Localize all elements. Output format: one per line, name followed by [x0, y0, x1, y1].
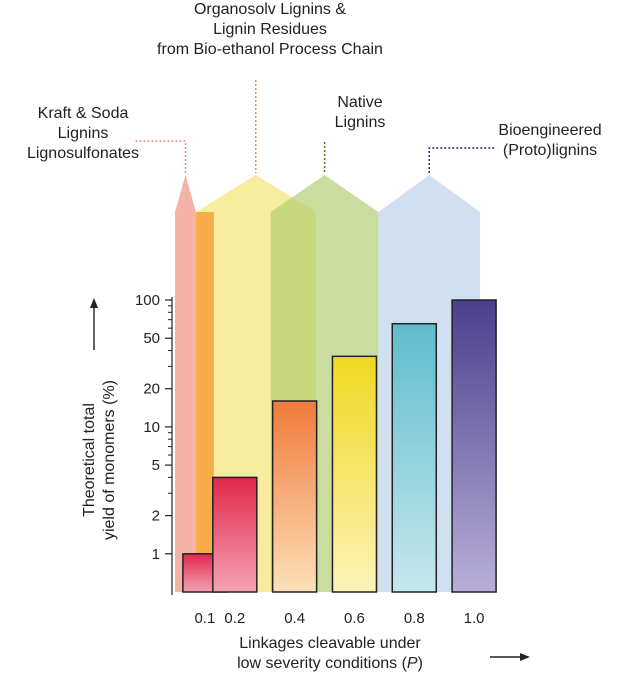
bar-1: [451, 299, 497, 593]
lignin-band-0: [175, 175, 196, 592]
y-tick-label-2: 2: [152, 508, 160, 525]
y-axis-arrow: [90, 298, 98, 350]
y-tick-label-5: 5: [152, 457, 160, 474]
x-axis-arrow: [490, 653, 530, 661]
bar-0.2: [212, 476, 258, 593]
bar-0.4: [271, 400, 318, 593]
x-axis-label-line-2: low severity conditions (P): [210, 654, 450, 674]
y-tick-label-50: 50: [143, 330, 160, 347]
x-axis-label-pre: low severity conditions (: [237, 655, 407, 672]
axes: 1 2 5 10 20 50 100 0.1 0.2 0.4 0.6 0.8 1.0: [90, 292, 530, 661]
bar-0.8: [391, 322, 438, 593]
label-bioengineered-lignins: Bioengineered (Proto)lignins: [498, 122, 602, 159]
x-axis-label-post: ): [417, 655, 423, 672]
label-kraft-soda-lignins: Kraft & Soda Lignins Lignosulfonates: [26, 105, 140, 162]
x-axis-label: Linkages cleavable under low severity co…: [210, 634, 450, 674]
y-tick-label-100: 100: [135, 292, 160, 309]
x-tick-label-0.1: 0.1: [194, 610, 215, 627]
label-organosolv-lignins: Organosolv Lignins & Lignin Residues fro…: [157, 1, 383, 58]
label-connectors: [135, 80, 495, 173]
x-tick-label-1: 1.0: [464, 610, 485, 627]
connector-3: [428, 147, 495, 173]
y-axis-label-line-1: Theoretical total: [81, 403, 98, 517]
bars: [182, 299, 497, 593]
y-tick-label-1: 1: [152, 546, 160, 563]
connector-0: [135, 140, 187, 173]
x-tick-label-0.6: 0.6: [344, 610, 365, 627]
y-tick-label-20: 20: [143, 381, 160, 398]
y-axis-label: Theoretical total yield of monomers (%): [80, 320, 120, 600]
label-native-lignins: Native Lignins: [334, 94, 386, 131]
y-tick-label-10: 10: [143, 419, 160, 436]
bar-0.6: [331, 355, 378, 593]
x-tick-label-0.2: 0.2: [224, 610, 245, 627]
kraft-marker-strip: [195, 212, 214, 592]
y-axis-label-line-2: yield of monomers (%): [101, 379, 118, 541]
x-axis-label-line-1: Linkages cleavable under: [239, 635, 421, 652]
x-axis-variable: P: [406, 655, 418, 672]
x-tick-label-0.4: 0.4: [284, 610, 305, 627]
x-tick-label-0.8: 0.8: [404, 610, 425, 627]
